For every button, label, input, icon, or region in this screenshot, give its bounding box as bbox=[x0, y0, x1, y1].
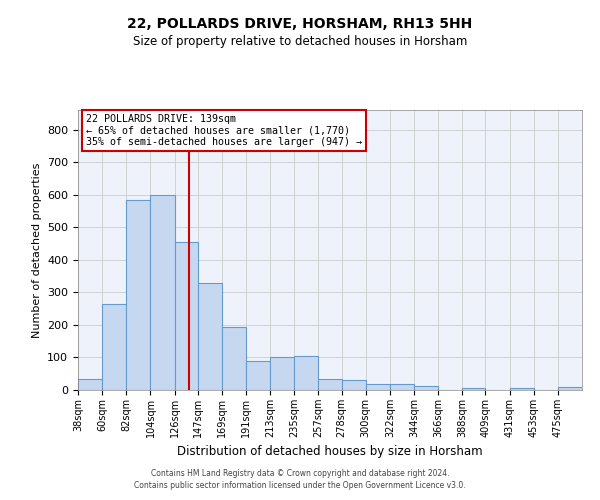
Bar bbox=[151, 194, 175, 390]
Bar bbox=[295, 356, 319, 390]
Bar bbox=[102, 304, 127, 390]
Bar bbox=[365, 384, 390, 390]
Bar bbox=[78, 378, 102, 390]
Text: 22 POLLARDS DRIVE: 139sqm
← 65% of detached houses are smaller (1,770)
35% of se: 22 POLLARDS DRIVE: 139sqm ← 65% of detac… bbox=[86, 114, 362, 148]
Text: 22, POLLARDS DRIVE, HORSHAM, RH13 5HH: 22, POLLARDS DRIVE, HORSHAM, RH13 5HH bbox=[127, 18, 473, 32]
Text: Contains HM Land Registry data © Crown copyright and database right 2024.
Contai: Contains HM Land Registry data © Crown c… bbox=[134, 468, 466, 490]
Bar bbox=[390, 384, 414, 390]
Bar bbox=[509, 388, 533, 390]
Bar bbox=[341, 380, 365, 390]
Bar bbox=[197, 283, 222, 390]
Bar bbox=[414, 386, 438, 390]
X-axis label: Distribution of detached houses by size in Horsham: Distribution of detached houses by size … bbox=[177, 446, 483, 458]
Bar bbox=[319, 378, 341, 390]
Bar bbox=[270, 358, 295, 390]
Text: Size of property relative to detached houses in Horsham: Size of property relative to detached ho… bbox=[133, 35, 467, 48]
Bar bbox=[175, 242, 197, 390]
Bar bbox=[127, 200, 151, 390]
Bar bbox=[222, 326, 246, 390]
Y-axis label: Number of detached properties: Number of detached properties bbox=[32, 162, 41, 338]
Bar bbox=[463, 388, 485, 390]
Bar bbox=[246, 360, 270, 390]
Bar bbox=[558, 388, 582, 390]
